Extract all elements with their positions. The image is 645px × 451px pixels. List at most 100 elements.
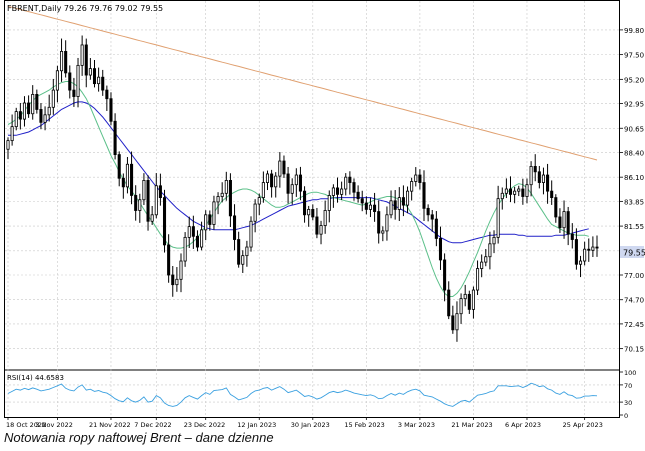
candle-body xyxy=(430,214,434,220)
candle-body xyxy=(31,94,35,115)
y-tick-label: 70.15 xyxy=(624,346,644,354)
candle-body xyxy=(360,198,364,204)
candle-body xyxy=(154,185,158,216)
candle-body xyxy=(84,44,88,76)
ma-slow-line xyxy=(7,5,598,161)
candle-body xyxy=(307,209,311,216)
candle-body xyxy=(10,126,14,142)
candle-body xyxy=(566,211,570,235)
y-tick-label: 99.80 xyxy=(624,27,644,35)
x-tick-label: 15 Feb 2023 xyxy=(344,421,384,429)
candle-body xyxy=(105,89,109,100)
candle-body xyxy=(476,268,480,291)
candle-body xyxy=(578,260,583,265)
candle-body xyxy=(533,166,537,173)
x-tick-label: 3 Mar 2023 xyxy=(398,421,435,429)
candle-body xyxy=(294,174,298,186)
y-tick-label: 72.45 xyxy=(624,321,644,329)
candle-body xyxy=(208,214,212,225)
x-tick-label: 3 Nov 2022 xyxy=(35,421,73,429)
rsi-label: RSI(14) 44.6583 xyxy=(7,374,64,382)
candle-body xyxy=(286,173,290,194)
candle-body xyxy=(315,216,319,235)
y-tick-label: 88.40 xyxy=(624,149,644,157)
candle-body xyxy=(521,188,525,197)
candle-body xyxy=(224,179,228,194)
candle-body xyxy=(492,236,496,245)
y-tick-label: 86.10 xyxy=(624,174,644,182)
rsi-panel xyxy=(5,382,619,407)
candle-body xyxy=(162,197,167,246)
candle-body xyxy=(422,182,426,209)
candle-body xyxy=(134,195,138,211)
candle-body xyxy=(574,239,578,265)
candle-body xyxy=(14,111,18,128)
candle-body xyxy=(265,173,270,183)
candle-body xyxy=(195,235,200,248)
candle-body xyxy=(35,94,39,110)
candle-body xyxy=(381,230,385,234)
candle-body xyxy=(459,298,463,315)
candle-body xyxy=(249,220,253,248)
candle-body xyxy=(385,214,389,232)
candle-body xyxy=(389,200,393,216)
y-tick-label: 95.20 xyxy=(624,76,644,84)
candle-body xyxy=(43,114,47,123)
x-tick-label: 25 Apr 2023 xyxy=(563,421,603,429)
rsi-tick-label: 30 xyxy=(624,399,632,407)
candle-body xyxy=(60,51,64,72)
candle-body xyxy=(216,196,220,203)
candle-body xyxy=(212,201,216,225)
candle-body xyxy=(204,214,208,231)
candle-body xyxy=(562,211,566,229)
candle-body xyxy=(451,315,455,331)
candle-body xyxy=(373,204,377,212)
candle-body xyxy=(537,171,541,183)
candle-body xyxy=(22,102,27,120)
candle-body xyxy=(500,192,504,200)
ma-mid-line xyxy=(8,101,589,244)
x-tick-label: 23 Dec 2022 xyxy=(184,421,226,429)
candle-body xyxy=(253,203,257,222)
candle-body xyxy=(517,188,521,192)
candle-body xyxy=(405,190,410,206)
candle-body xyxy=(319,225,323,235)
candle-body xyxy=(142,179,146,201)
candle-body xyxy=(480,261,484,269)
candle-body xyxy=(418,174,422,183)
candle-body xyxy=(187,226,191,238)
candle-body xyxy=(595,246,599,249)
candle-body xyxy=(261,182,265,199)
candle-body xyxy=(525,184,529,197)
candle-body xyxy=(113,120,117,156)
candle-body xyxy=(467,293,471,310)
candle-body xyxy=(368,204,372,210)
candle-body xyxy=(558,216,562,229)
candle-body xyxy=(504,188,508,194)
candle-body xyxy=(377,211,381,234)
candle-body xyxy=(348,176,352,183)
candle-body xyxy=(587,248,591,251)
candle-body xyxy=(447,289,451,317)
x-tick-label: 12 Jan 2023 xyxy=(237,421,276,429)
candle-body xyxy=(513,190,517,195)
candle-body xyxy=(550,190,554,198)
candle-body xyxy=(298,174,302,192)
candle-body xyxy=(438,238,443,261)
y-tick-label: 77.00 xyxy=(624,272,644,280)
candle-body xyxy=(179,260,183,280)
x-tick-label: 21 Mar 2023 xyxy=(451,421,492,429)
candle-body xyxy=(257,197,261,205)
candle-body xyxy=(158,185,162,198)
candle-body xyxy=(76,64,80,97)
candle-body xyxy=(401,197,405,206)
candle-body xyxy=(200,229,204,248)
candle-body xyxy=(68,72,72,91)
candle-body xyxy=(327,195,331,211)
candle-body xyxy=(282,160,286,175)
candle-body xyxy=(228,179,232,217)
candle-body xyxy=(88,68,92,76)
candle-body xyxy=(27,102,31,115)
candle-body xyxy=(303,190,307,216)
candle-body xyxy=(496,198,500,238)
